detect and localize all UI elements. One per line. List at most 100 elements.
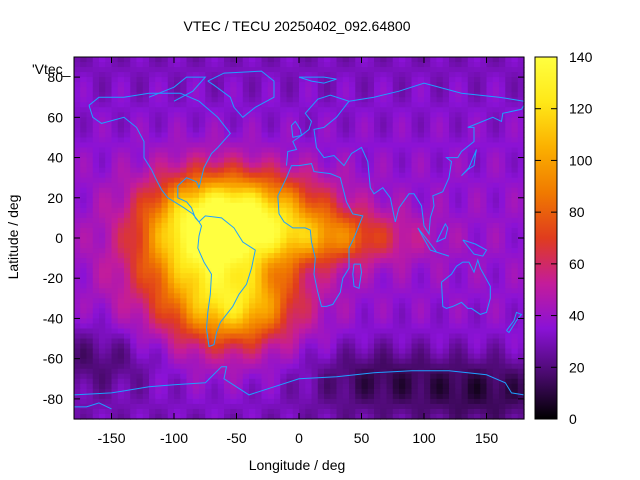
heat-cell (92, 328, 100, 335)
heat-cell (417, 308, 425, 315)
heat-cell (211, 92, 219, 98)
heat-cell (399, 132, 406, 139)
heat-cell (155, 253, 163, 259)
heat-cell (324, 72, 331, 78)
heat-cell (186, 172, 194, 179)
heat-cell (305, 393, 313, 400)
heat-cell (349, 298, 356, 304)
heat-cell (330, 328, 338, 335)
heat-cell (417, 192, 425, 199)
heat-cell (124, 333, 131, 340)
heat-cell (480, 172, 488, 179)
heat-cell (399, 92, 406, 98)
heat-cell (380, 383, 388, 390)
heat-cell (217, 92, 225, 98)
heat-cell (105, 253, 113, 259)
heat-cell (374, 238, 381, 244)
heat-cell (392, 273, 400, 279)
heat-cell (155, 232, 163, 239)
heat-cell (280, 363, 288, 370)
heat-cell (455, 263, 463, 269)
heat-cell (399, 122, 406, 128)
heat-cell (105, 333, 113, 340)
heat-cell (411, 308, 419, 315)
heat-cell (236, 127, 244, 134)
heat-cell (242, 207, 250, 214)
heat-cell (374, 283, 381, 289)
heat-cell (411, 127, 419, 134)
heat-cell (361, 137, 369, 144)
heat-cell (355, 212, 363, 219)
heat-cell (486, 127, 494, 134)
heat-cell (161, 338, 169, 345)
heat-cell (267, 328, 275, 335)
heat-cell (461, 87, 469, 93)
heat-cell (392, 283, 400, 289)
heat-cell (380, 333, 388, 340)
heat-cell (224, 263, 231, 269)
heat-cell (180, 117, 188, 123)
heat-cell (480, 348, 488, 355)
heat-cell (255, 187, 263, 194)
heat-cell (392, 187, 400, 194)
heat-cell (86, 373, 94, 380)
heat-cell (474, 147, 481, 154)
heat-cell (417, 303, 425, 309)
heat-cell (105, 293, 113, 299)
heat-cell (86, 167, 94, 174)
heat-cell (255, 97, 263, 103)
heat-cell (180, 368, 188, 375)
heat-cell (411, 353, 419, 360)
heat-cell (386, 122, 394, 128)
heat-cell (286, 197, 294, 204)
heat-cell (286, 62, 294, 68)
heat-cell (467, 167, 475, 174)
heat-cell (455, 227, 463, 234)
heat-cell (467, 343, 475, 350)
heat-cell (380, 217, 388, 224)
heat-cell (299, 258, 306, 264)
heat-cell (486, 57, 494, 63)
heat-cell (267, 308, 275, 315)
heat-cell (199, 217, 206, 224)
heat-cell (467, 72, 475, 78)
heat-cell (430, 97, 438, 103)
heat-cell (499, 263, 506, 269)
heat-cell (105, 403, 113, 410)
heat-cell (74, 202, 81, 209)
heat-cell (86, 283, 94, 289)
heat-cell (261, 353, 269, 360)
heat-cell (505, 177, 513, 184)
heat-cell (380, 368, 388, 375)
heat-cell (474, 398, 481, 405)
heat-cell (511, 268, 519, 274)
heat-cell (374, 202, 381, 209)
heat-cell (117, 87, 125, 93)
heat-cell (255, 288, 263, 294)
heat-cell (305, 67, 313, 73)
heat-cell (467, 152, 475, 159)
heat-cell (411, 283, 419, 289)
heat-cell (174, 217, 181, 224)
heat-cell (299, 62, 306, 68)
heat-cell (474, 227, 481, 234)
heat-cell (105, 67, 113, 73)
heat-cell (242, 298, 250, 304)
heat-cell (299, 383, 306, 390)
heat-cell (130, 92, 138, 98)
heat-cell (99, 97, 106, 103)
heat-cell (399, 207, 406, 214)
heat-cell (267, 197, 275, 204)
heat-cell (349, 67, 356, 73)
heat-cell (367, 398, 375, 405)
heat-cell (155, 177, 163, 184)
heat-cell (330, 258, 338, 264)
heat-cell (461, 293, 469, 299)
heat-cell (92, 112, 100, 118)
heat-cell (111, 222, 119, 229)
heat-cell (399, 258, 406, 264)
heat-cell (317, 348, 325, 355)
heat-cell (336, 358, 344, 365)
heat-cell (499, 227, 506, 234)
heat-cell (274, 263, 281, 269)
